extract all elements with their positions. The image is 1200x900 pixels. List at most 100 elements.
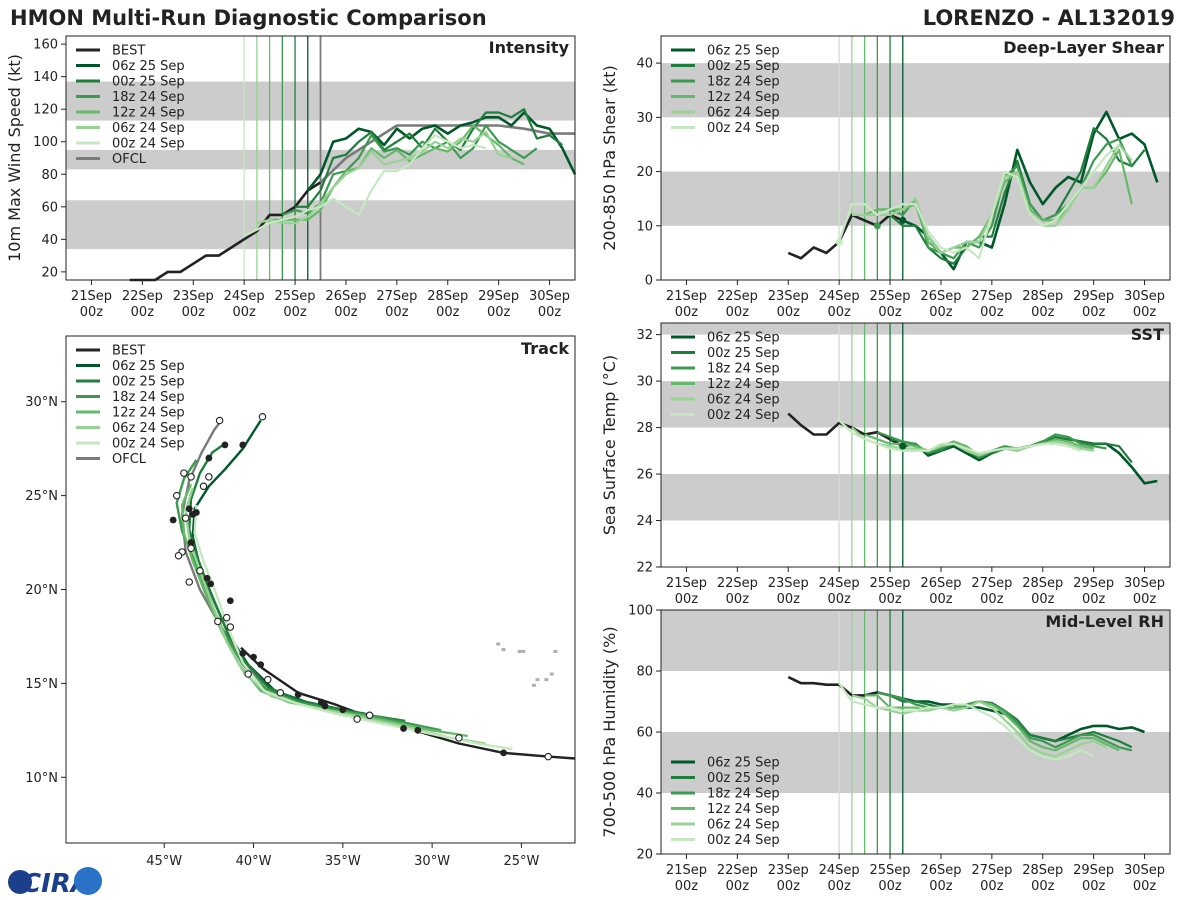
track-ytick-label: 10°N — [25, 771, 58, 786]
shear-title: Deep-Layer Shear — [1003, 38, 1164, 57]
shear-ytick-label: 10 — [636, 219, 653, 234]
intensity-xtick-day: 24Sep — [224, 289, 265, 304]
intensity-ylabel: 10m Max Wind Speed (kt) — [5, 54, 24, 262]
intensity-xtick-day: 28Sep — [427, 289, 468, 304]
sst-legend-label-12z-24-sep: 12z 24 Sep — [707, 377, 780, 392]
intensity-ytick-label: 140 — [33, 70, 58, 85]
shear-legend-label-00z-25-sep: 00z 25 Sep — [707, 59, 780, 74]
rh-xtick-hour: 00z — [1031, 879, 1055, 894]
shear-ytick-label: 0 — [645, 274, 653, 289]
intensity-xtick-day: 21Sep — [71, 289, 112, 304]
shear-xtick-day: 28Sep — [1022, 289, 1063, 304]
rh-xtick-hour: 00z — [726, 879, 750, 894]
sst-ylabel: Sea Surface Temp (°C) — [600, 355, 619, 535]
intensity-legend-label-00z-25-sep: 00z 25 Sep — [112, 75, 185, 90]
shear-xtick-day: 23Sep — [768, 289, 809, 304]
track-ytick-label: 15°N — [25, 677, 58, 692]
intensity-xtick-hour: 00z — [80, 305, 104, 320]
intensity-xtick-day: 25Sep — [275, 289, 316, 304]
sst-ytick-label: 22 — [636, 561, 653, 576]
rh-xtick-hour: 00z — [878, 879, 902, 894]
shear-xtick-hour: 00z — [929, 305, 953, 320]
intensity-xtick-hour: 00z — [182, 305, 206, 320]
track-open-marker-14 — [174, 551, 183, 560]
rh-xtick-hour: 00z — [827, 879, 851, 894]
rh-xtick-hour: 00z — [1082, 879, 1106, 894]
track-series-00z-25-sep — [187, 443, 406, 723]
sst-xtick-hour: 00z — [878, 592, 902, 607]
sst-ytick-label: 26 — [636, 468, 653, 483]
track-title: Track — [521, 339, 569, 358]
shear-legend-label-06z-25-sep: 06z 25 Sep — [707, 44, 780, 59]
intensity-series-ofcl — [319, 124, 575, 184]
intensity-frame — [65, 35, 576, 281]
rh-series-00z-25-sep — [889, 694, 1133, 749]
track-open-marker-4 — [276, 689, 285, 697]
sst-band-1 — [661, 381, 1170, 428]
rh-xtick-hour: 00z — [929, 879, 953, 894]
shear-xtick-day: 30Sep — [1124, 289, 1165, 304]
rh-series-06z-24-sep — [851, 694, 1107, 758]
rh-title: Mid-Level RH — [1045, 612, 1164, 631]
rh-xtick-day: 25Sep — [870, 863, 911, 878]
track-island-2 — [521, 649, 526, 653]
track-panel: 45°W 40°W 35°W 30°W 25°W 10°N 15°N 20°N 25°N 30°N… — [25, 335, 576, 869]
shear-panel: 01020304021Sep00z22Sep00z23Sep00z24Sep00… — [600, 35, 1171, 320]
shear-series-00z-24-sep — [838, 143, 1120, 260]
track-filled-marker-13 — [187, 539, 195, 546]
track-legend-label-18z-24-sep: 18z 24 Sep — [112, 390, 185, 405]
logo-globe-left — [8, 870, 32, 894]
rh-xtick-day: 23Sep — [768, 863, 809, 878]
track-island-0 — [496, 642, 501, 646]
shear-frame — [660, 35, 1171, 281]
shear-xtick-hour: 00z — [980, 305, 1004, 320]
sst-band-0 — [661, 474, 1170, 521]
track-filled-marker-0 — [500, 749, 507, 757]
sst-legend-label-00z-24-sep: 00z 24 Sep — [707, 408, 780, 423]
shear-xtick-hour: 00z — [675, 305, 699, 320]
shear-legend-label-12z-24-sep: 12z 24 Sep — [707, 90, 780, 105]
track-filled-marker-12 — [203, 574, 211, 582]
intensity-xtick-day: 27Sep — [376, 289, 417, 304]
track-legend-label-06z-25-sep: 06z 25 Sep — [112, 359, 185, 374]
rh-series-00z-24-sep — [838, 682, 1095, 761]
sst-xtick-day: 25Sep — [870, 576, 911, 591]
shear-xtick-day: 26Sep — [920, 289, 961, 304]
sst-xtick-hour: 00z — [1031, 592, 1055, 607]
track-open-marker-21 — [215, 416, 224, 425]
track-filled-marker-11 — [207, 580, 215, 588]
cira-logo: CIRA — [8, 867, 102, 899]
intensity-xtick-hour: 00z — [283, 305, 307, 320]
intensity-xtick-hour: 00z — [436, 305, 460, 320]
track-open-marker-18 — [187, 473, 195, 481]
track-open-marker-20 — [205, 473, 213, 481]
sst-xtick-hour: 00z — [827, 592, 851, 607]
track-filled-marker-2 — [400, 725, 407, 732]
sst-xtick-day: 22Sep — [717, 576, 758, 591]
track-legend-label-12z-24-sep: 12z 24 Sep — [112, 406, 185, 421]
shear-xtick-day: 29Sep — [1073, 289, 1114, 304]
track-island-3 — [553, 649, 558, 653]
track-filled-marker-10 — [226, 597, 234, 605]
shear-xtick-hour: 00z — [1133, 305, 1157, 320]
intensity-title: Intensity — [489, 38, 570, 57]
track-filled-marker-19 — [221, 441, 229, 449]
track-open-marker-10 — [185, 578, 193, 586]
track-xtick-label: 45°W — [146, 854, 182, 869]
shear-legend-label-18z-24-sep: 18z 24 Sep — [707, 75, 780, 90]
sst-xtick-hour: 00z — [929, 592, 953, 607]
track-island-8 — [517, 649, 522, 653]
track-open-marker-12 — [187, 544, 195, 552]
rh-ytick-label: 40 — [636, 787, 653, 802]
rh-legend-label-18z-24-sep: 18z 24 Sep — [707, 787, 780, 802]
shear-legend-label-06z-24-sep: 06z 24 Sep — [707, 106, 780, 121]
track-legend-label-06z-24-sep: 06z 24 Sep — [112, 421, 185, 436]
track-ytick-label: 25°N — [25, 489, 58, 504]
shear-xtick-hour: 00z — [1082, 305, 1106, 320]
intensity-xtick-hour: 00z — [538, 305, 562, 320]
shear-series-best — [787, 213, 904, 260]
track-filled-marker-17 — [169, 516, 177, 524]
track-series-18z-24-sep — [175, 459, 442, 732]
rh-xtick-hour: 00z — [675, 879, 699, 894]
sst-xtick-hour: 00z — [1133, 592, 1157, 607]
